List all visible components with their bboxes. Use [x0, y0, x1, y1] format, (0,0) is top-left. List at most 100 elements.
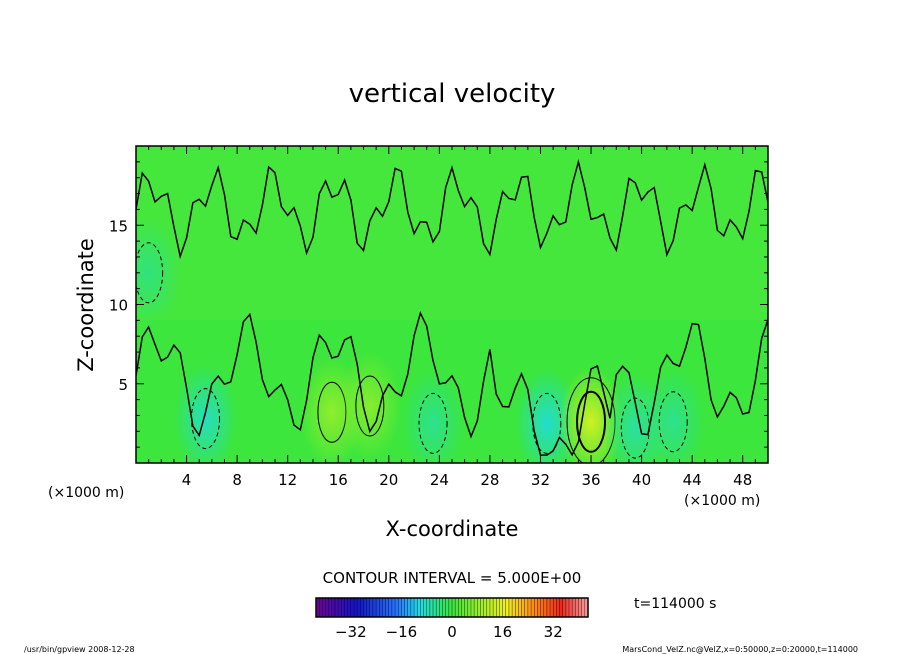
contour-line [136, 242, 164, 304]
colorbar-tick-label: 0 [447, 623, 457, 641]
colorbar-cell [518, 598, 522, 617]
colorbar-tick-label: 32 [544, 623, 563, 641]
colorbar-cell [569, 598, 573, 617]
colorbar-cell [565, 598, 570, 617]
colorbar-cell [372, 598, 377, 617]
colorbar-cell [464, 598, 469, 617]
colorbar-cell [328, 598, 333, 617]
y-tick-label: 5 [118, 376, 128, 394]
heatmap-feature [173, 363, 238, 463]
colorbar-cell [452, 598, 456, 617]
colorbar-cell [334, 598, 339, 617]
x-tick-label: 20 [379, 471, 398, 489]
heatmap-feature [401, 368, 466, 463]
colorbar-cell [369, 598, 374, 617]
colorbar-cell [385, 598, 390, 617]
colorbar-frame [315, 597, 589, 618]
colorbar-cell [467, 598, 472, 617]
colorbar-cell [512, 598, 516, 617]
colorbar-cell [496, 598, 500, 617]
x-tick-label: 28 [480, 471, 499, 489]
colorbar-cell [414, 598, 418, 617]
colorbar-cell [404, 598, 409, 617]
colorbar-cell [316, 598, 320, 617]
colorbar-cell [322, 598, 326, 617]
heatmap-feature [641, 366, 706, 463]
colorbar-cell [350, 598, 355, 617]
y-tick-label: 15 [109, 217, 128, 235]
x-tick-label: 40 [632, 471, 651, 489]
colorbar-cell [546, 598, 551, 617]
y-units-label: (×1000 m) [48, 485, 124, 501]
colorbar-cell [410, 598, 415, 617]
x-tick-label: 12 [278, 471, 297, 489]
colorbar-cell [524, 598, 529, 617]
x-units-label: (×1000 m) [684, 493, 760, 509]
contour-interval-label: CONTOUR INTERVAL = 5.000E+00 [323, 569, 582, 587]
colorbar-tick-label: −32 [335, 623, 367, 641]
colorbar-cell [493, 598, 497, 617]
colorbar-cell [458, 598, 462, 617]
colorbar-cell [550, 598, 554, 617]
colorbar-cell [556, 598, 560, 617]
colorbar-cell [423, 598, 427, 617]
heatmap-feature [337, 350, 402, 461]
colorbar-cell [357, 598, 361, 617]
time-label: t=114000 s [634, 596, 716, 612]
colorbar-cell [540, 598, 545, 617]
colorbar-cell [578, 598, 582, 617]
y-axis-label: Z-coordinate [74, 238, 98, 372]
colorbar-cell [331, 598, 336, 617]
colorbar-cell [534, 598, 538, 617]
colorbar-cell [502, 598, 507, 617]
colorbar-cell [426, 598, 431, 617]
colorbar-tick-label: 16 [493, 623, 512, 641]
contour-line [355, 375, 385, 437]
colorbar-cell [474, 598, 478, 617]
colorbar-cell [581, 598, 586, 617]
x-tick-label: 36 [581, 471, 600, 489]
x-tick-label: 32 [531, 471, 550, 489]
x-tick-label: 24 [430, 471, 449, 489]
colorbar-cell [379, 598, 383, 617]
chart-title: vertical velocity [349, 79, 556, 109]
colorbar-cell [477, 598, 481, 617]
colorbar-cell [439, 598, 443, 617]
colorbar-cell [483, 598, 488, 617]
y-tick-label: 10 [109, 297, 128, 315]
zero-contour [136, 159, 768, 260]
colorbar-cell [455, 598, 459, 617]
colorbar-cell [398, 598, 402, 617]
colorbar-cell [325, 598, 329, 617]
colorbar-cell [401, 598, 405, 617]
colorbar-cell [575, 598, 579, 617]
colorbar-cell [489, 598, 494, 617]
colorbar-cell [436, 598, 440, 617]
colorbar-cell [341, 598, 345, 617]
colorbar-cell [559, 598, 563, 617]
colorbar-cell [553, 598, 557, 617]
colorbar-cell [353, 598, 358, 617]
colorbar-cell [363, 598, 367, 617]
colorbar-cell [338, 598, 342, 617]
colorbar-cell [366, 598, 371, 617]
colorbar-cell [395, 598, 399, 617]
colorbar-cell [515, 598, 519, 617]
colorbar-cell [508, 598, 513, 617]
colorbar-cell [505, 598, 510, 617]
colorbar-cell [445, 598, 450, 617]
footer-right: MarsCond_VelZ.nc@VelZ,x=0:50000,z=0:2000… [622, 645, 858, 654]
contour-line [658, 391, 688, 453]
x-tick-label: 44 [683, 471, 702, 489]
colorbar-cell [537, 598, 541, 617]
colorbar-cell [319, 598, 323, 617]
colorbar-cell [442, 598, 446, 617]
colorbar-cell [486, 598, 491, 617]
x-tick-label: 8 [232, 471, 242, 489]
colorbar-tick-label: −16 [386, 623, 418, 641]
colorbar-cell [527, 598, 532, 617]
x-axis-label: X-coordinate [386, 517, 519, 541]
colorbar-cell [521, 598, 526, 617]
